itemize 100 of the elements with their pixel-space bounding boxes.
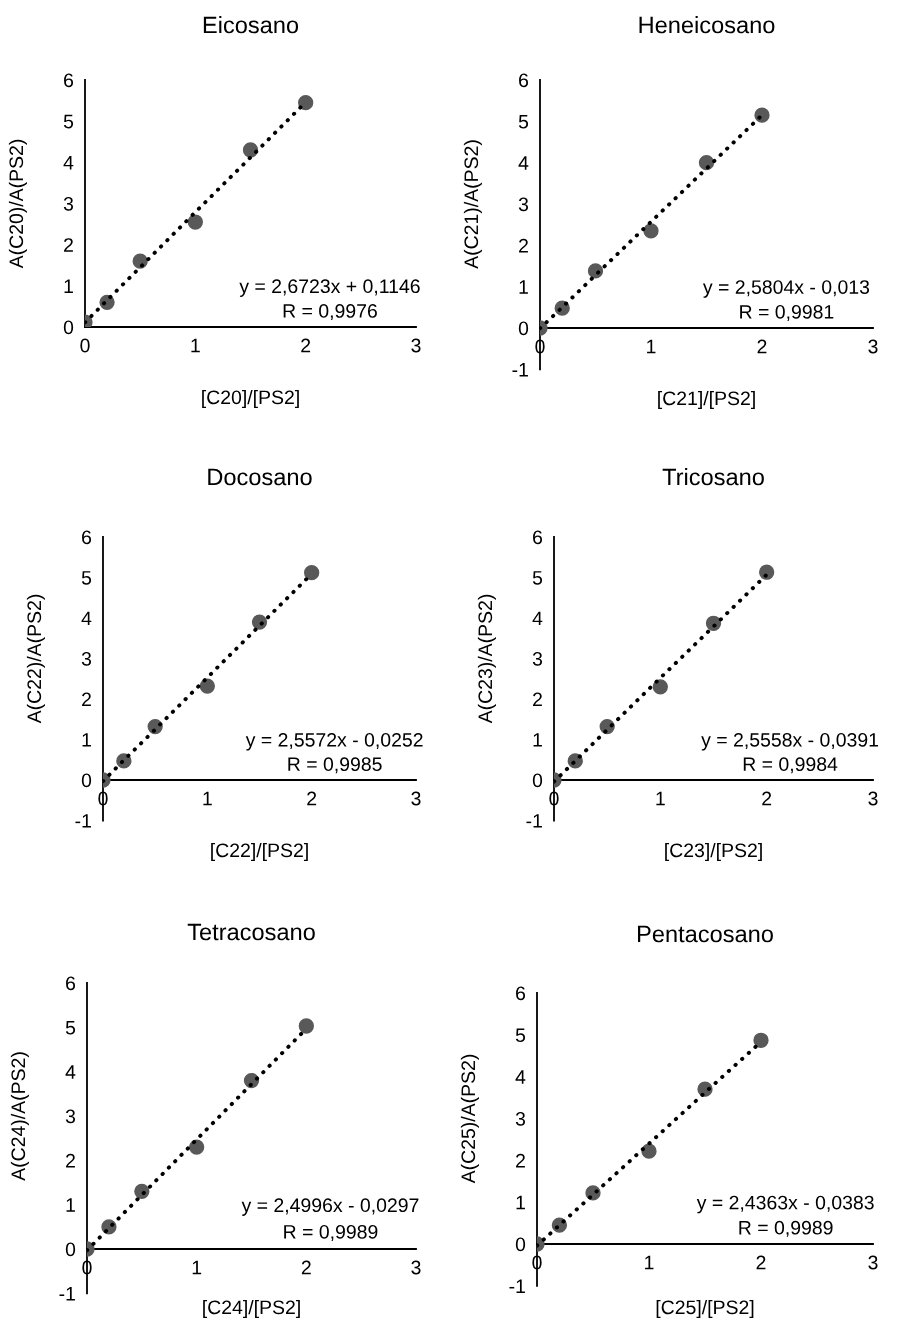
y-tick-label: -1 (526, 814, 542, 828)
annotation: y = 2,4996x - 0,0297 (241, 1198, 419, 1216)
y-axis-title: A(C22)/A(PS2) (26, 594, 45, 724)
x-tick-label: 2 (757, 339, 767, 354)
y-tick-label: 6 (519, 73, 529, 88)
x-tick-label: 2 (301, 338, 311, 353)
y-tick-label: 0 (515, 1237, 526, 1252)
x-tick-label: 3 (868, 791, 878, 806)
annotation: R = 0,9976 (283, 304, 377, 321)
annotation: R = 0,9989 (284, 1224, 378, 1241)
x-tick-label: 3 (868, 1255, 878, 1270)
y-tick-label: 2 (519, 238, 528, 253)
y-tick-label: 2 (64, 238, 73, 252)
annotation: R = 0,9981 (740, 304, 834, 322)
y-axis-title: A(C23)/A(PS2) (477, 594, 496, 724)
point (643, 223, 659, 239)
y-tick-label: 0 (518, 321, 529, 336)
y-tick-label: 4 (81, 611, 92, 626)
point (134, 1183, 150, 1200)
y-tick-label: 6 (82, 530, 92, 545)
y-tick-label: 4 (532, 611, 543, 626)
x-tick-label: 1 (647, 339, 656, 354)
point (304, 565, 320, 581)
y-tick-label: 5 (81, 571, 92, 585)
point (759, 564, 775, 580)
y-tick-label: 6 (516, 986, 526, 1001)
x-tick-label: 3 (411, 791, 421, 806)
x-axis-title: [C25]/[PS2] (656, 1299, 754, 1319)
y-tick-label: 3 (515, 1111, 526, 1126)
point (652, 679, 668, 695)
y-tick-label: -1 (59, 1287, 75, 1301)
annotation: R = 0,9989 (739, 1220, 833, 1237)
x-axis-title: [C20]/[PS2] (202, 389, 299, 409)
x-tick-label: 2 (301, 1260, 311, 1275)
y-tick-label: 3 (65, 1109, 76, 1124)
point (298, 95, 314, 111)
y-tick-label: 3 (532, 651, 543, 666)
x-tick-label: 2 (762, 791, 772, 806)
point (187, 214, 203, 230)
y-tick-label: -1 (75, 814, 91, 828)
point (199, 678, 215, 694)
y-tick-label: -1 (509, 1279, 525, 1293)
y-tick-label: 5 (65, 1021, 76, 1035)
chart-title: Pentacosano (638, 925, 773, 943)
y-tick-label: 0 (65, 1242, 76, 1257)
y-tick-label: 2 (66, 1153, 75, 1168)
x-tick-label: 1 (656, 791, 665, 806)
annotation: y = 2,5558x - 0,0391 (701, 732, 879, 751)
point (242, 142, 259, 158)
x-tick-label: 2 (756, 1255, 766, 1270)
x-tick-label: 3 (411, 338, 421, 353)
point (189, 1139, 205, 1155)
y-tick-label: 3 (81, 651, 92, 666)
annotation: y = 2,5804x - 0,013 (702, 280, 870, 298)
y-tick-label: -1 (512, 363, 528, 377)
chart-title: Eicosano (203, 15, 299, 34)
y-tick-label: 3 (518, 197, 529, 212)
y-tick-label: 5 (532, 571, 543, 585)
y-tick-label: 4 (518, 156, 529, 170)
x-tick-label: 2 (307, 791, 317, 806)
y-tick-label: 1 (519, 280, 528, 294)
y-tick-label: 5 (518, 115, 529, 129)
y-tick-label: 6 (66, 976, 76, 991)
x-tick-label: 1 (203, 791, 212, 806)
y-tick-label: 1 (533, 733, 542, 747)
y-tick-label: 4 (63, 156, 74, 170)
y-tick-label: 2 (516, 1153, 525, 1168)
chart-title: Heneicosano (639, 15, 775, 34)
annotation: y = 2,4363x - 0,0383 (696, 1195, 874, 1214)
y-tick-label: 6 (64, 73, 74, 88)
y-axis-title: A(C21)/A(PS2) (463, 140, 482, 269)
y-tick-label: 6 (533, 530, 543, 545)
point (753, 1032, 769, 1048)
x-tick-label: 3 (411, 1260, 421, 1275)
y-tick-label: 1 (64, 279, 73, 293)
y-tick-label: 5 (515, 1028, 526, 1043)
y-tick-label: 1 (66, 1198, 75, 1212)
x-axis-title: [C22]/[PS2] (211, 842, 308, 862)
annotation: y = 2,5572x - 0,0252 (245, 732, 423, 751)
y-tick-label: 0 (532, 773, 543, 788)
point (298, 1018, 314, 1034)
x-tick-label: 1 (192, 1260, 202, 1275)
y-tick-label: 0 (63, 320, 74, 335)
x-axis-title: [C23]/[PS2] (665, 842, 762, 862)
y-axis-title: A(C24)/A(PS2) (10, 1052, 29, 1181)
x-axis-title: [C21]/[PS2] (658, 390, 755, 410)
annotation: y = 2,6723x + 0,1146 (239, 279, 420, 297)
y-tick-label: 1 (82, 733, 91, 747)
x-tick-label: 1 (645, 1255, 654, 1270)
y-tick-label: 5 (63, 114, 74, 129)
point (641, 1143, 657, 1159)
chart-title: Tricosano (662, 467, 764, 486)
y-tick-label: 4 (515, 1070, 526, 1084)
annotation: R = 0,9985 (288, 757, 382, 774)
y-tick-label: 2 (82, 692, 91, 707)
annotation: R = 0,9984 (743, 757, 838, 774)
point (251, 614, 268, 630)
y-tick-label: 4 (65, 1065, 76, 1079)
x-tick-label: 1 (191, 338, 200, 353)
y-axis-title: A(C20)/A(PS2) (8, 139, 27, 269)
